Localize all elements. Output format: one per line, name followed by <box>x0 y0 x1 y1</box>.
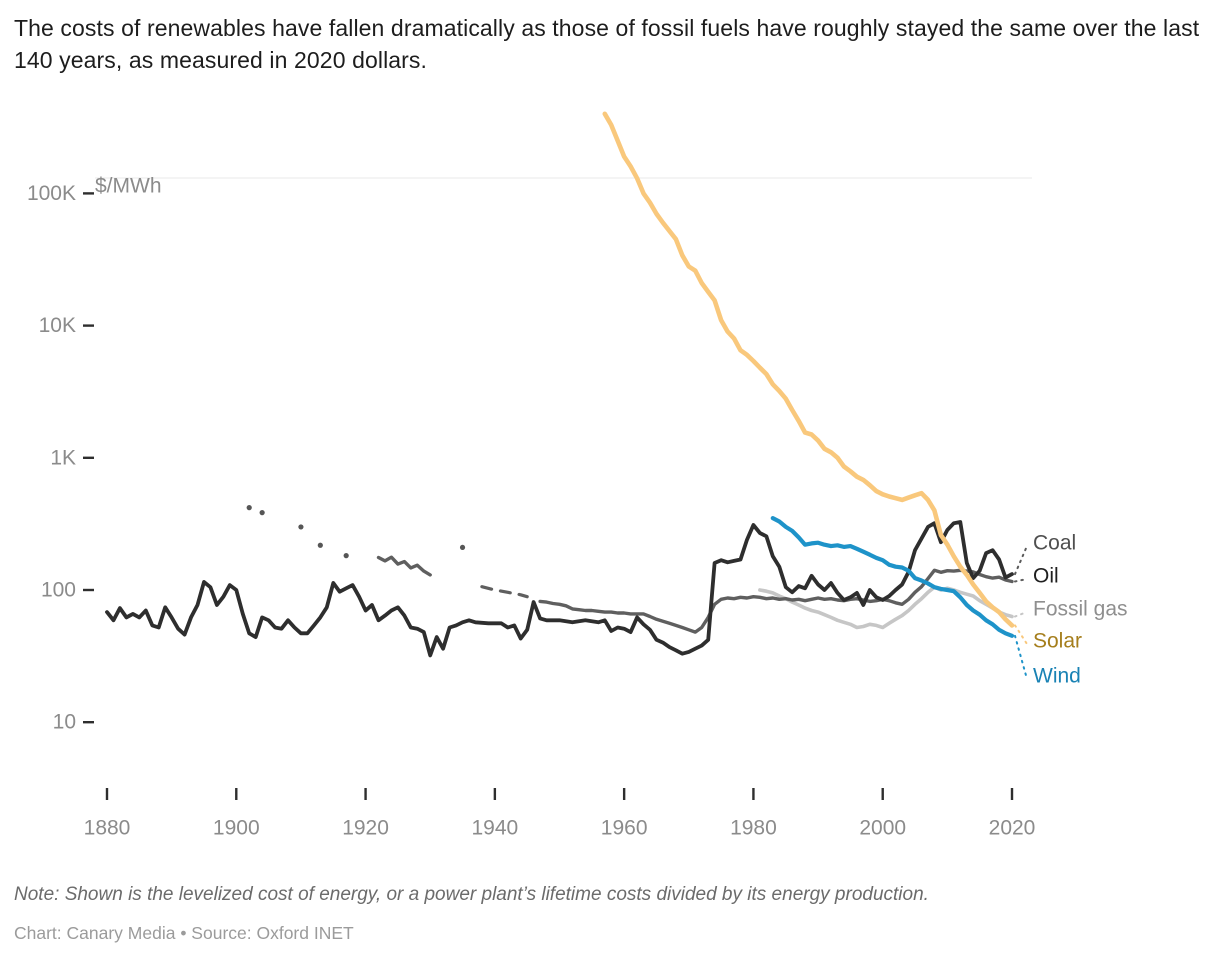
series-oil-early-dots-dot <box>246 505 252 511</box>
y-axis-label-100K: 100K <box>27 182 76 205</box>
series-line-oil-late-1930s <box>480 585 529 599</box>
leader-line-fossil-gas <box>1014 611 1028 618</box>
series-label-oil: Oil <box>1033 565 1059 588</box>
chart-note: Note: Shown is the levelized cost of ene… <box>14 884 929 905</box>
series-line-wind <box>770 515 1015 638</box>
series-line-fossil-gas <box>758 585 1014 630</box>
x-axis-label-2000: 2000 <box>859 816 906 839</box>
series-line-oil <box>538 568 1014 634</box>
chart-headline: The costs of renewables have fallen dram… <box>14 15 1200 73</box>
x-axis-label-1940: 1940 <box>471 816 518 839</box>
y-axis-label-100: 100 <box>41 579 76 602</box>
y-axis-label-10K: 10K <box>39 314 76 337</box>
series-line-solar <box>602 111 1015 628</box>
y-axis-unit-label: $/MWh <box>95 175 162 198</box>
series-label-wind: Wind <box>1033 665 1081 688</box>
x-axis-label-1960: 1960 <box>601 816 648 839</box>
series-label-fossil-gas: Fossil gas <box>1033 598 1128 621</box>
leader-line-wind <box>1014 634 1028 680</box>
series-label-coal: Coal <box>1033 532 1076 555</box>
series-line-oil-1920s <box>376 555 432 577</box>
series-oil-early-dots-dot <box>317 542 323 548</box>
leader-line-coal <box>1014 545 1028 576</box>
series-oil-early-dots-dot <box>298 524 304 530</box>
series-oil-early-dots-dot <box>259 510 265 516</box>
chart-credit: Chart: Canary Media • Source: Oxford INE… <box>14 923 354 943</box>
x-axis-label-1980: 1980 <box>730 816 777 839</box>
series-oil-early-dots-dot <box>343 553 349 559</box>
x-axis-label-1900: 1900 <box>213 816 260 839</box>
x-axis-label-1920: 1920 <box>342 816 389 839</box>
series-oil-early-dots-dot <box>459 544 466 551</box>
x-axis-label-1880: 1880 <box>84 816 131 839</box>
y-axis-label-10: 10 <box>53 711 76 734</box>
series-label-solar: Solar <box>1033 630 1082 653</box>
series-line-coal <box>105 520 1014 658</box>
leader-line-oil <box>1014 578 1028 583</box>
y-axis-label-1K: 1K <box>50 446 76 469</box>
x-axis-label-2020: 2020 <box>989 816 1036 839</box>
